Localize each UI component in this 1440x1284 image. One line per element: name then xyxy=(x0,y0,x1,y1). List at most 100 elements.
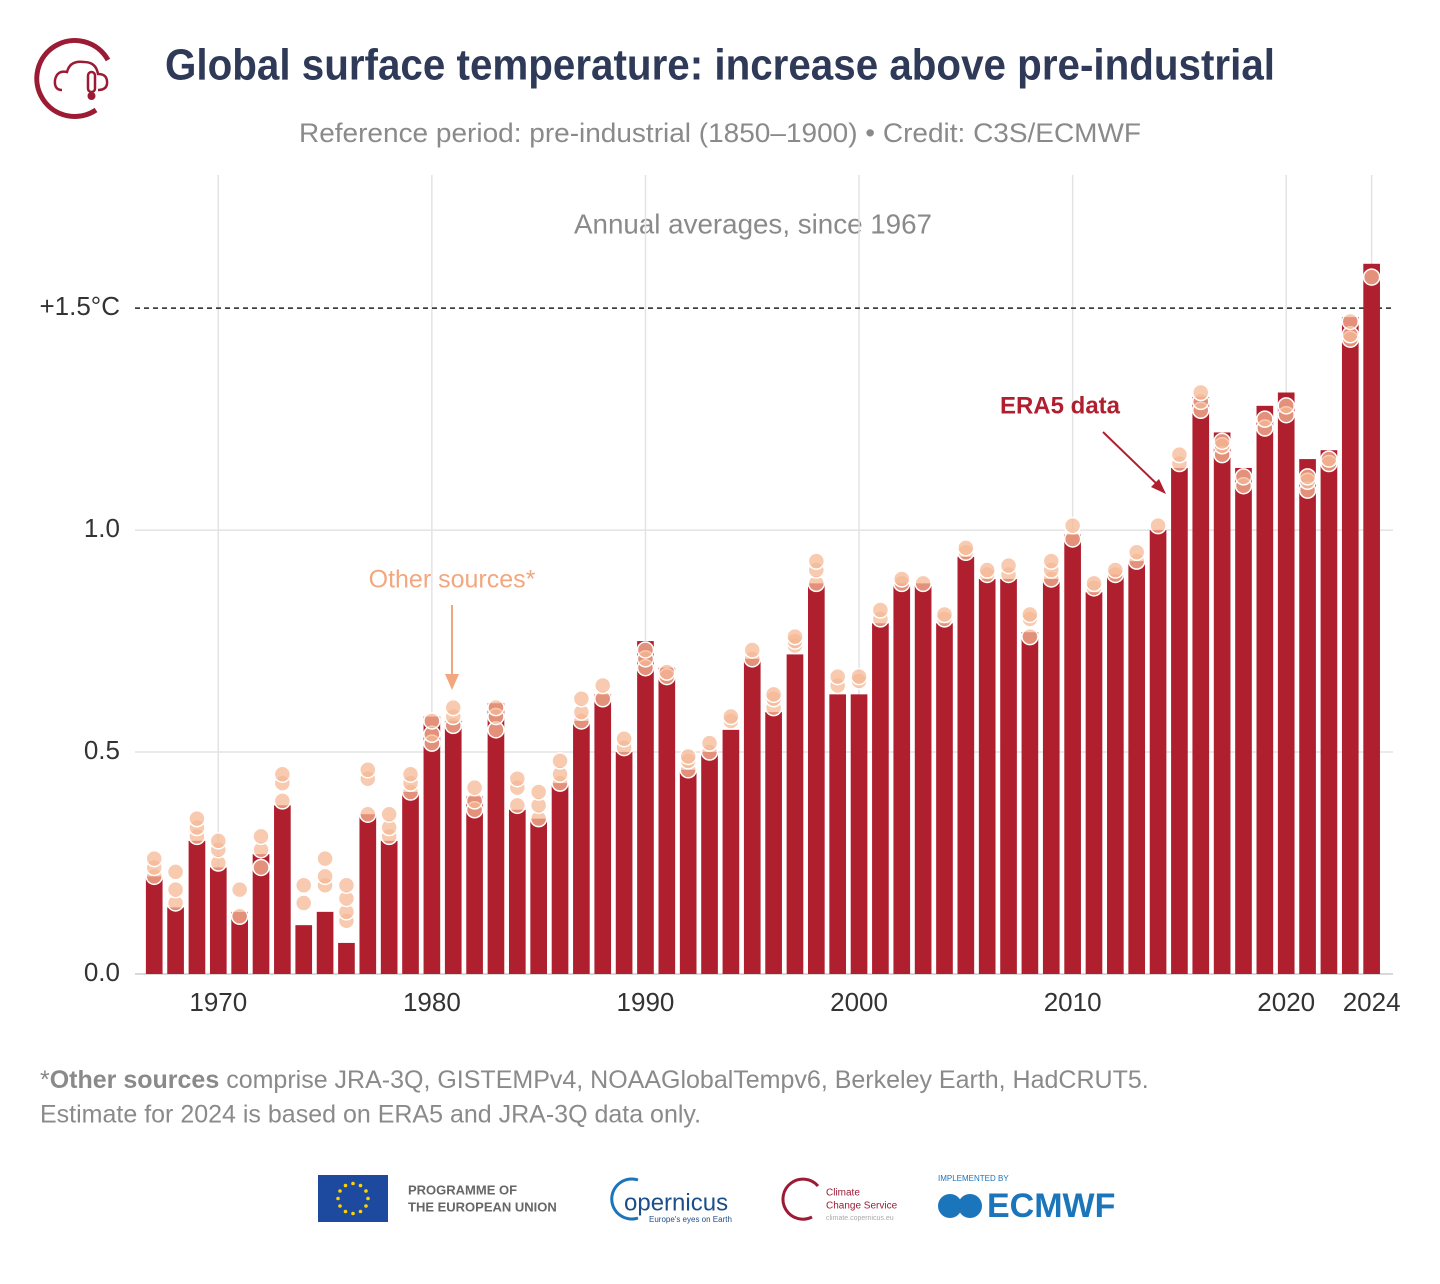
bar xyxy=(594,694,612,974)
bar xyxy=(1213,432,1231,974)
other-source-dot xyxy=(658,663,676,681)
y-tick-label: 0.0 xyxy=(84,957,120,987)
bar xyxy=(487,703,505,974)
other-source-dot xyxy=(380,805,398,823)
bar xyxy=(316,911,334,974)
bar xyxy=(338,942,355,974)
other-source-dot xyxy=(444,698,462,717)
bar xyxy=(914,583,932,974)
other-source-dot xyxy=(1213,432,1231,451)
other-source-dot xyxy=(572,690,591,708)
other-source-dot xyxy=(807,552,826,570)
other-source-dot xyxy=(209,832,228,850)
logo-text: ECMWF xyxy=(987,1187,1115,1225)
logo-text: Change Service xyxy=(826,1201,898,1212)
annotation: Other sources* xyxy=(369,566,536,594)
bar xyxy=(1064,534,1081,974)
bar xyxy=(765,712,782,974)
logo-text: THE EUROPEAN UNION xyxy=(408,1199,557,1214)
bar xyxy=(893,583,911,974)
bar xyxy=(423,716,441,974)
other-source-dot xyxy=(935,605,954,624)
eu-star xyxy=(358,1183,363,1188)
logo-text: Europe's eyes on Earth xyxy=(649,1215,732,1224)
other-source-dot xyxy=(871,601,890,619)
other-source-dot xyxy=(1341,312,1360,331)
other-source-dot xyxy=(145,849,163,868)
arrow-head xyxy=(1151,479,1166,494)
other-source-dot xyxy=(893,570,911,588)
bar xyxy=(1235,467,1252,974)
other-source-dot xyxy=(273,765,292,783)
footnote-part: * xyxy=(40,1066,50,1094)
header-logo xyxy=(34,37,111,119)
bar xyxy=(444,720,462,974)
other-source-dot xyxy=(1256,410,1274,428)
bar xyxy=(850,694,868,974)
bar xyxy=(1320,450,1338,974)
other-source-dot xyxy=(166,880,185,899)
bar xyxy=(1085,592,1103,974)
bar xyxy=(743,658,761,974)
other-source-dot xyxy=(359,805,377,823)
other-source-dot xyxy=(166,863,185,881)
bar xyxy=(1363,263,1380,974)
other-source-dot xyxy=(188,809,206,828)
eu-star xyxy=(336,1196,340,1201)
bar xyxy=(829,694,847,974)
other-source-dot xyxy=(743,641,762,659)
copernicus-c xyxy=(610,1177,639,1221)
bar xyxy=(957,556,975,974)
other-source-dot xyxy=(722,707,740,726)
bar xyxy=(188,840,206,974)
other-source-dot xyxy=(1106,561,1125,579)
bar xyxy=(1341,317,1359,974)
other-source-dot xyxy=(508,769,527,788)
y-tick-label: +1.5°C xyxy=(39,291,120,321)
logo-text: Climate xyxy=(826,1188,860,1199)
bar xyxy=(231,911,248,974)
eu-star xyxy=(351,1181,355,1186)
other-source-dot xyxy=(786,627,804,646)
x-tick-label: 2000 xyxy=(830,987,888,1017)
footnote-part: Other sources xyxy=(50,1066,220,1094)
chart-title: Global surface temperature: increase abo… xyxy=(165,41,1275,90)
other-source-dot xyxy=(252,827,270,846)
annotation-arrow xyxy=(1102,431,1163,490)
bar xyxy=(1021,632,1039,974)
other-source-dot xyxy=(1063,516,1082,535)
bar xyxy=(679,769,697,974)
bar xyxy=(1128,561,1146,974)
c3s-icon xyxy=(781,1177,820,1221)
other-source-dot xyxy=(465,778,484,797)
other-source-dot xyxy=(850,667,868,686)
other-source-dot xyxy=(999,556,1018,575)
other-source-dot xyxy=(1362,268,1381,286)
bar xyxy=(573,720,590,974)
other-source-dot xyxy=(615,729,633,748)
bar xyxy=(978,578,996,974)
x-tick-label: 2024 xyxy=(1343,987,1401,1017)
bar xyxy=(1256,405,1274,974)
eu-star xyxy=(338,1189,342,1193)
eu-star xyxy=(343,1209,348,1214)
other-source-dot xyxy=(551,752,569,770)
bar xyxy=(209,867,227,974)
other-source-dot xyxy=(828,667,847,686)
bar xyxy=(1042,578,1060,974)
logo-text: climate.copernicus.eu xyxy=(826,1215,894,1222)
ecmwf-icon xyxy=(958,1194,982,1218)
other-source-dot xyxy=(359,761,377,779)
x-tick-label: 2010 xyxy=(1044,987,1102,1017)
bar xyxy=(1149,530,1167,974)
bar xyxy=(274,805,291,974)
other-source-dot xyxy=(230,907,249,926)
bar xyxy=(508,809,526,974)
bar xyxy=(402,792,419,974)
other-source-dot xyxy=(700,734,719,752)
bar xyxy=(252,854,270,974)
other-source-dot xyxy=(401,765,420,783)
bar xyxy=(551,783,569,974)
footnote: *Other sources comprise JRA-3Q, GISTEMPv… xyxy=(40,1066,1149,1094)
